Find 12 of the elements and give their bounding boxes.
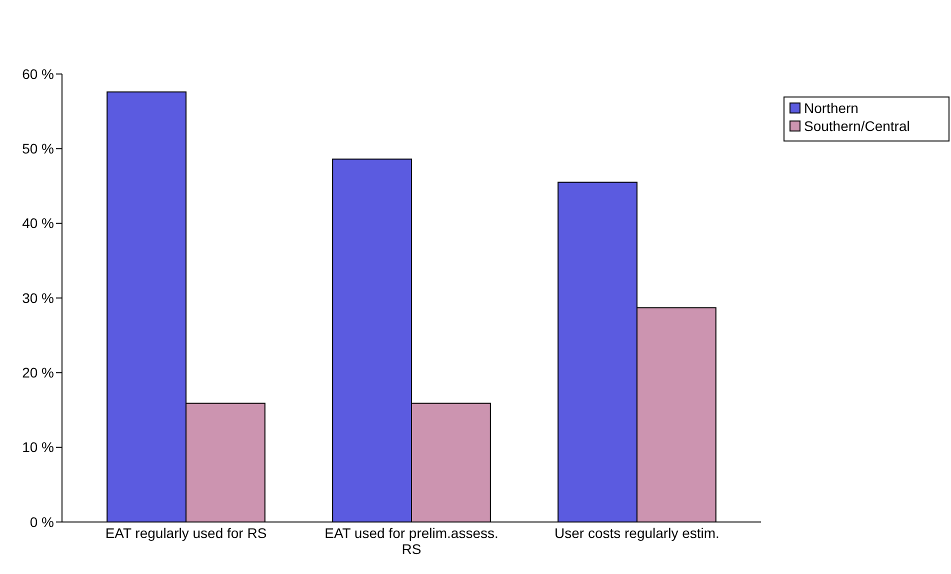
y-tick-label: 60 % <box>22 66 54 82</box>
legend-label: Northern <box>804 100 858 116</box>
x-tick-label: User costs regularly estim. <box>554 525 720 541</box>
legend-label: Southern/Central <box>804 118 910 134</box>
x-tick-label: EAT regularly used for RS <box>105 525 267 541</box>
y-tick-label: 40 % <box>22 215 54 232</box>
y-tick-label: 50 % <box>22 140 54 157</box>
y-tick-label: 20 % <box>22 364 54 381</box>
y-tick-label: 30 % <box>22 290 54 306</box>
y-tick-label: 0 % <box>30 514 54 530</box>
y-tick-label: 10 % <box>22 439 54 456</box>
x-tick-label: EAT used for prelim.assess. RS <box>324 525 498 557</box>
